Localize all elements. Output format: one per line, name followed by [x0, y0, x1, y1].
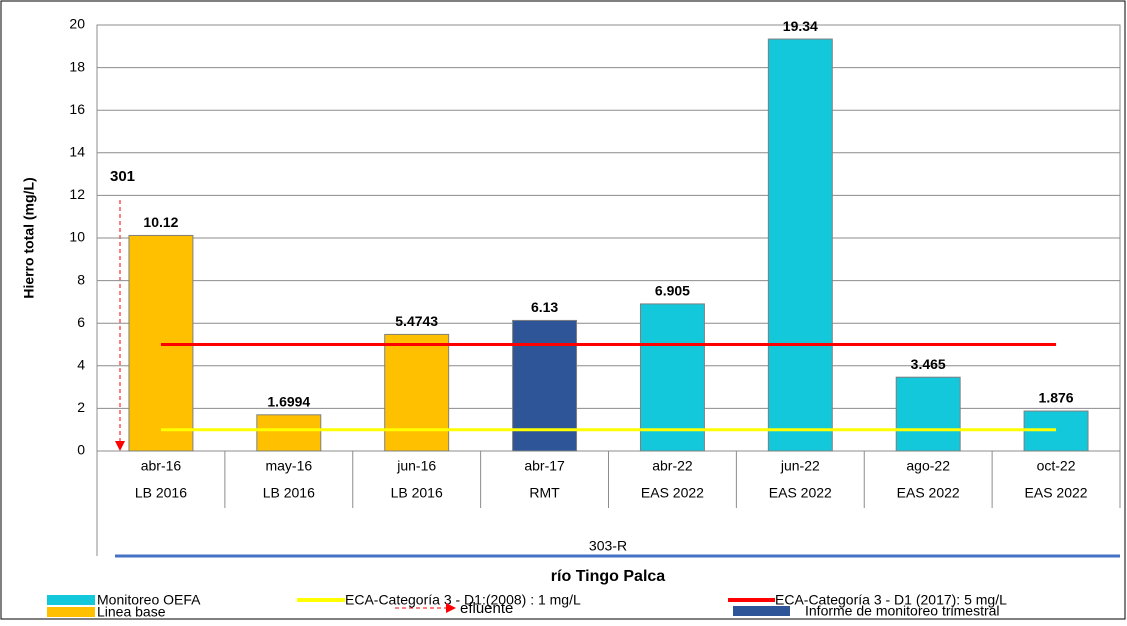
group-label: LB 2016	[263, 485, 315, 501]
legend-label: Informe de monitoreo trimestral	[805, 603, 1000, 619]
y-tick-label: 18	[69, 58, 85, 74]
y-tick-label: 2	[77, 399, 85, 415]
x-tick-label: jun-22	[780, 458, 820, 474]
x-tick-label: oct-22	[1037, 458, 1076, 474]
x-tick-label: may-16	[265, 458, 312, 474]
value-label: 1.876	[1039, 390, 1074, 406]
value-label: 19.34	[783, 18, 818, 34]
station-label: 303-R	[589, 538, 627, 554]
group-label: EAS 2022	[897, 485, 960, 501]
x-tick-label: jun-16	[396, 458, 436, 474]
x-tick-label: abr-17	[524, 458, 565, 474]
bar	[639, 303, 705, 452]
y-tick-label: 10	[69, 229, 85, 245]
legend-swatch	[47, 595, 95, 605]
y-tick-label: 6	[77, 314, 85, 330]
y-axis-title: Hierro total (mg/L)	[21, 177, 37, 298]
legend-label: Monitoreo OEFA	[97, 592, 201, 608]
group-label: EAS 2022	[1025, 485, 1088, 501]
bar	[384, 333, 450, 452]
group-label: LB 2016	[391, 485, 443, 501]
legend-label: ECA-Categoría 3 - D1 (2017): 5 mg/L	[775, 592, 1007, 608]
legend-swatch	[47, 607, 95, 617]
group-label: EAS 2022	[641, 485, 704, 501]
y-tick-label: 4	[77, 357, 85, 373]
value-label: 6.905	[655, 283, 690, 299]
value-label: 5.4743	[395, 313, 438, 329]
bar	[512, 319, 578, 452]
legend-label: efluente	[460, 600, 513, 617]
y-tick-label: 0	[77, 442, 85, 458]
value-label: 10.12	[143, 214, 178, 230]
bar	[767, 38, 833, 452]
x-axis-title: río Tingo Palca	[551, 568, 666, 585]
value-label: 3.465	[911, 356, 946, 372]
bar	[895, 376, 961, 452]
x-tick-label: abr-22	[652, 458, 693, 474]
legend-label: Linea base	[97, 604, 166, 620]
group-label: LB 2016	[135, 485, 187, 501]
annotation: 301	[110, 168, 135, 185]
y-tick-label: 14	[69, 144, 85, 160]
value-label: 1.6994	[267, 394, 310, 410]
legend-swatch	[733, 606, 790, 616]
y-tick-label: 8	[77, 271, 85, 287]
bar	[256, 414, 322, 452]
value-label: 6.13	[531, 299, 558, 315]
x-tick-label: ago-22	[906, 458, 950, 474]
y-tick-label: 20	[69, 16, 85, 32]
x-tick-label: abr-16	[141, 458, 182, 474]
group-label: RMT	[529, 485, 560, 501]
legend-label: ECA-Categoría 3 - D1:(2008) : 1 mg/L	[345, 592, 581, 608]
y-tick-label: 12	[69, 186, 85, 202]
y-tick-label: 16	[69, 101, 85, 117]
group-label: EAS 2022	[769, 485, 832, 501]
